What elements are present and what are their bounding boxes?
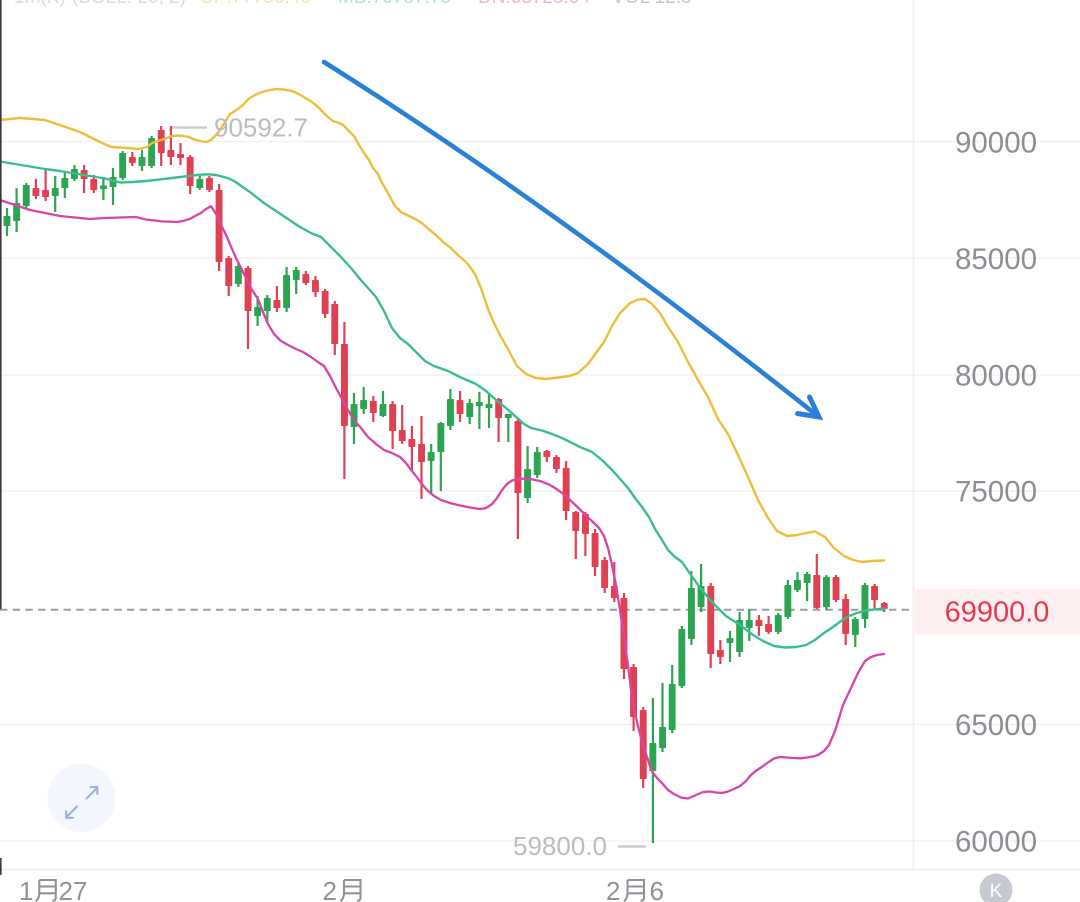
svg-text:DN:63725.04: DN:63725.04: [478, 0, 590, 8]
svg-text:59800.0: 59800.0: [513, 831, 607, 861]
svg-text:60000: 60000: [955, 826, 1037, 859]
svg-text:90000: 90000: [955, 127, 1037, 160]
svg-text:6: 6: [650, 876, 664, 902]
svg-text:75000: 75000: [955, 476, 1037, 509]
svg-text:K: K: [990, 881, 1003, 902]
svg-text:UP:77750.46: UP:77750.46: [200, 0, 311, 8]
svg-text:90592.7: 90592.7: [214, 113, 308, 143]
svg-text:(BOLL: 20, 2): (BOLL: 20, 2): [72, 0, 186, 8]
svg-text:1: 1: [19, 876, 33, 902]
svg-text:2: 2: [323, 876, 337, 902]
svg-text:2: 2: [606, 876, 620, 902]
svg-text:65000: 65000: [955, 709, 1037, 742]
svg-text:80000: 80000: [955, 360, 1037, 393]
svg-text:MB:70737.75: MB:70737.75: [338, 0, 451, 8]
svg-text:85000: 85000: [955, 243, 1037, 276]
svg-text:VOL 12.3: VOL 12.3: [612, 0, 692, 8]
svg-text:69900.0: 69900.0: [945, 597, 1050, 629]
svg-text:27: 27: [59, 876, 88, 902]
svg-text:1m(K): 1m(K): [14, 0, 66, 8]
